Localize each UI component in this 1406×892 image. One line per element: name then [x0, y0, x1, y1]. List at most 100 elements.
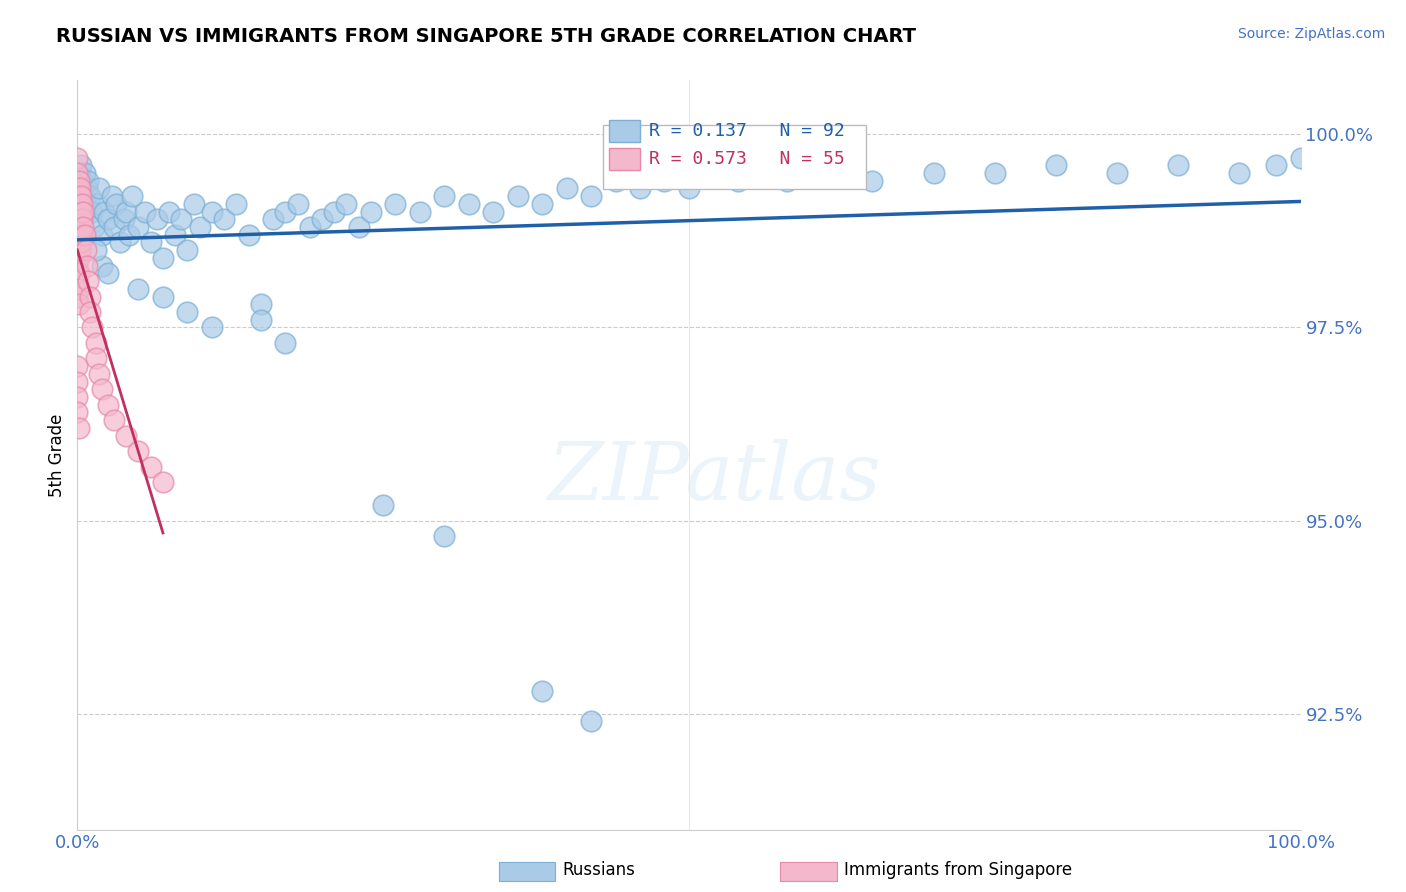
Point: [66, 390, 89, 404]
Point: [274, 335, 297, 350]
Point: [97, 266, 120, 280]
Point: [531, 683, 554, 698]
Point: [90, 227, 112, 242]
Point: [72, 189, 94, 203]
Point: [66, 405, 89, 419]
Point: [188, 220, 211, 235]
Point: [862, 174, 884, 188]
Point: [70, 197, 93, 211]
Point: [250, 297, 273, 311]
Point: [69, 181, 91, 195]
Point: [89, 181, 111, 195]
Point: [482, 204, 505, 219]
Point: [579, 714, 602, 729]
Point: [67, 251, 90, 265]
Point: [531, 197, 554, 211]
Point: [83, 220, 105, 235]
Point: [371, 498, 394, 512]
Point: [69, 181, 91, 195]
Point: [1229, 166, 1251, 180]
Point: [347, 220, 370, 235]
Point: [66, 151, 89, 165]
Point: [66, 359, 89, 373]
Text: ZIPatlas: ZIPatlas: [547, 439, 880, 516]
Point: [69, 212, 91, 227]
Point: [238, 227, 260, 242]
Point: [127, 220, 149, 235]
Point: [1045, 158, 1067, 172]
Text: RUSSIAN VS IMMIGRANTS FROM SINGAPORE 5TH GRADE CORRELATION CHART: RUSSIAN VS IMMIGRANTS FROM SINGAPORE 5TH…: [56, 27, 917, 45]
Point: [103, 413, 125, 427]
Point: [70, 158, 93, 172]
Point: [678, 181, 700, 195]
Point: [70, 212, 93, 227]
Point: [922, 166, 945, 180]
Point: [287, 197, 309, 211]
Point: [212, 212, 235, 227]
Point: [89, 367, 111, 381]
Point: [70, 189, 93, 203]
Point: [75, 244, 97, 258]
Point: [360, 204, 382, 219]
Point: [115, 204, 138, 219]
Point: [66, 259, 89, 273]
Point: [506, 189, 529, 203]
Point: [67, 166, 90, 180]
Point: [201, 204, 224, 219]
Point: [72, 220, 94, 235]
Point: [67, 297, 90, 311]
Point: [555, 181, 578, 195]
Point: [139, 235, 162, 250]
Point: [66, 197, 89, 211]
Point: [66, 166, 89, 180]
Point: [139, 459, 162, 474]
Point: [77, 274, 100, 288]
Point: [70, 174, 93, 188]
Text: R = 0.573   N = 55: R = 0.573 N = 55: [648, 150, 845, 168]
Point: [409, 204, 432, 219]
Point: [105, 197, 128, 211]
Point: [702, 166, 724, 180]
Point: [90, 259, 112, 273]
Point: [66, 244, 89, 258]
Point: [67, 189, 90, 203]
Point: [152, 475, 174, 489]
Point: [67, 174, 90, 188]
Point: [75, 197, 97, 211]
Point: [250, 312, 273, 326]
Point: [66, 212, 89, 227]
Point: [103, 220, 125, 235]
Point: [134, 204, 156, 219]
Point: [274, 204, 297, 219]
Text: Immigrants from Singapore: Immigrants from Singapore: [844, 861, 1071, 879]
Point: [67, 220, 90, 235]
Point: [165, 227, 187, 242]
Point: [84, 351, 107, 366]
Point: [157, 204, 180, 219]
Point: [201, 320, 224, 334]
Point: [776, 174, 799, 188]
Point: [751, 166, 773, 180]
Point: [262, 212, 284, 227]
Point: [66, 274, 89, 288]
Point: [118, 227, 141, 242]
Point: [67, 421, 90, 435]
Point: [79, 289, 101, 303]
Point: [69, 197, 91, 211]
Point: [298, 220, 321, 235]
Point: [66, 181, 89, 195]
Point: [433, 189, 456, 203]
Point: [433, 529, 456, 543]
Point: [86, 197, 108, 211]
Point: [73, 227, 96, 242]
Point: [66, 375, 89, 389]
Point: [80, 320, 103, 334]
Point: [654, 174, 676, 188]
Point: [579, 189, 602, 203]
Point: [170, 212, 193, 227]
Point: [72, 204, 94, 219]
Point: [146, 212, 169, 227]
Point: [67, 266, 90, 280]
Point: [70, 204, 93, 219]
Point: [70, 220, 93, 235]
